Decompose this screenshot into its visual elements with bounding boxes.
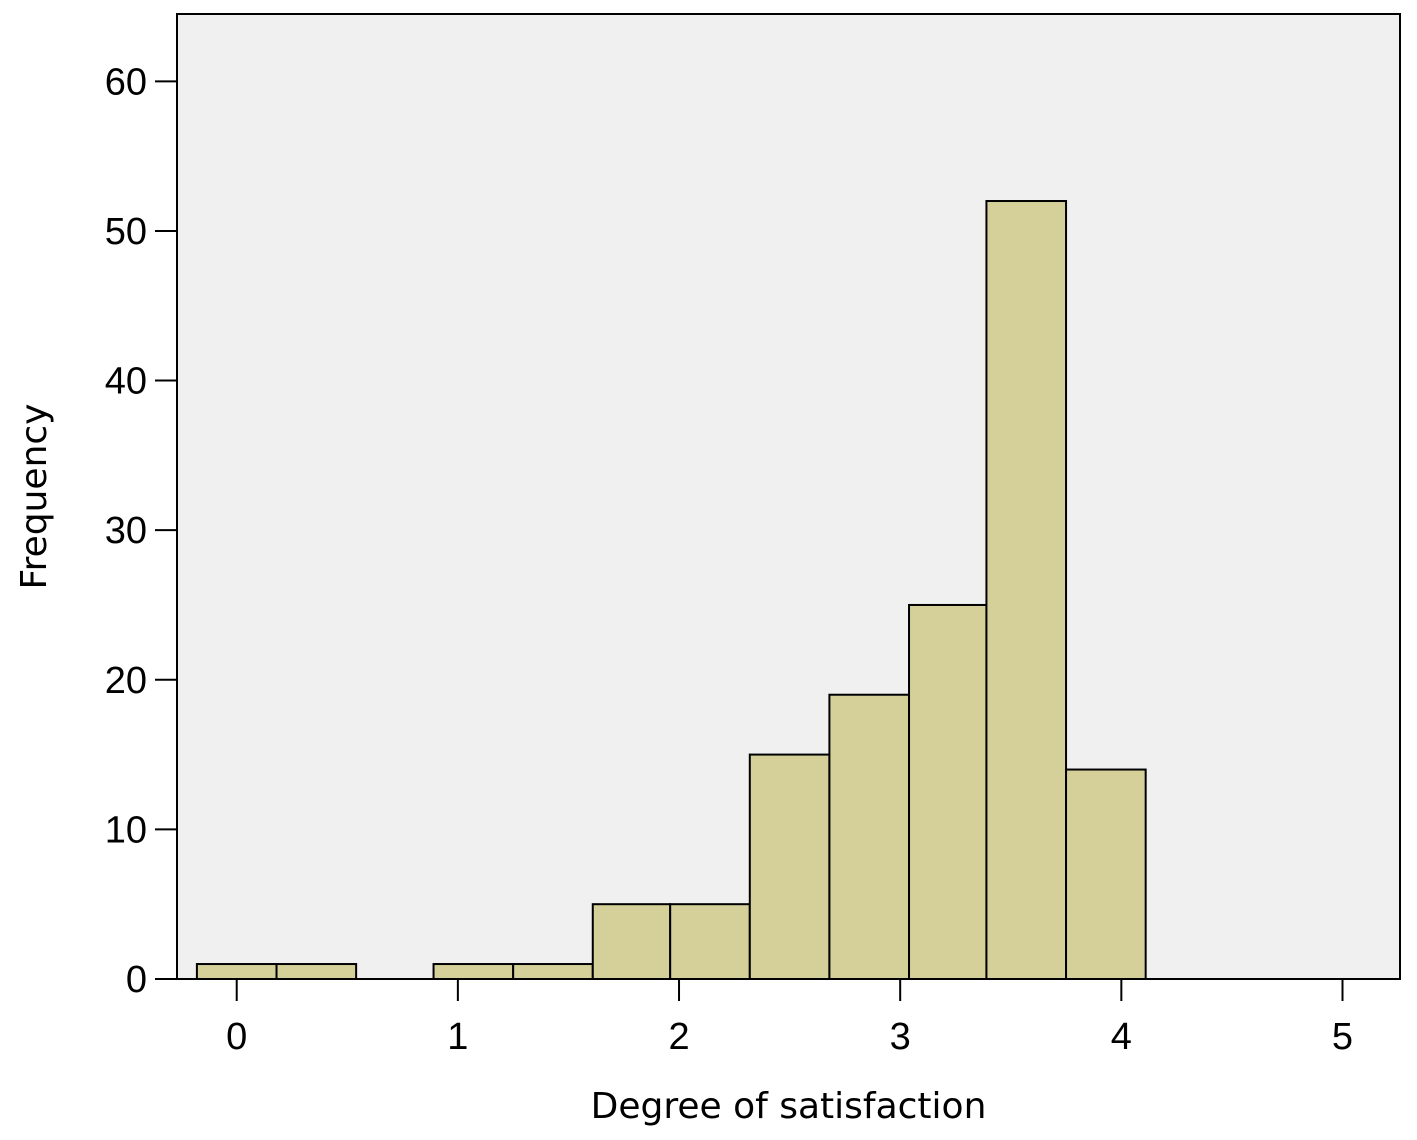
histogram-bar-0	[195, 963, 278, 980]
y-tick-label-6: 60	[105, 61, 147, 103]
histogram-bar-4	[512, 963, 594, 980]
x-axis: 0 1 2 3 4 5	[226, 979, 1353, 1058]
x-axis-title: Degree of satisfaction	[591, 1086, 987, 1127]
x-tick-label-2: 2	[668, 1016, 689, 1058]
histogram-bar-3	[432, 963, 515, 980]
y-axis-title: Frequency	[14, 404, 55, 590]
histogram-bar-11	[1065, 768, 1147, 981]
histogram-bar-9	[908, 603, 988, 980]
histogram-bar-6	[669, 903, 751, 980]
histogram-bar-5	[591, 903, 672, 980]
x-tick-label-4: 4	[1111, 1016, 1132, 1058]
y-axis: 0 10 20 30 40 50 60	[105, 61, 177, 1001]
y-tick-label-3: 30	[105, 510, 147, 552]
y-tick-label-5: 50	[105, 211, 147, 253]
y-tick-label-1: 10	[105, 809, 147, 851]
y-tick-label-2: 20	[105, 660, 147, 702]
y-tick-label-4: 40	[105, 361, 147, 403]
bars-group	[195, 200, 1147, 981]
histogram-bar-10	[985, 200, 1068, 980]
x-tick-label-1: 1	[447, 1016, 468, 1058]
y-tick-label-0: 0	[126, 959, 147, 1001]
histogram-bar-7	[748, 753, 831, 981]
histogram-bar-8	[828, 693, 911, 981]
x-tick-label-0: 0	[226, 1016, 247, 1058]
x-tick-label-3: 3	[890, 1016, 911, 1058]
histogram-bar-1	[275, 963, 358, 980]
x-tick-label-5: 5	[1332, 1016, 1353, 1058]
